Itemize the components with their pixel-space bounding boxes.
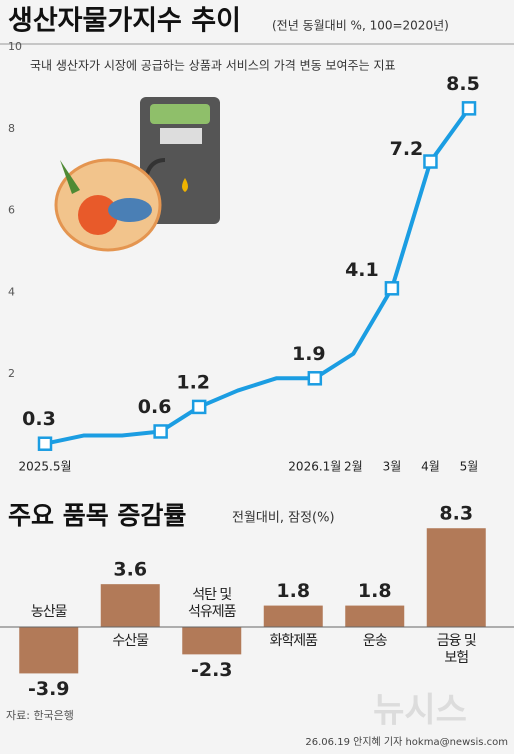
y-tick-label: 8 (8, 122, 15, 135)
category-label: 화학제품 (269, 633, 318, 649)
value-label: 0.3 (22, 408, 56, 430)
bar (100, 584, 160, 627)
illustration (54, 97, 220, 252)
y-tick-label: 6 (8, 204, 15, 217)
value-label: 8.3 (439, 503, 473, 525)
value-label: 1.9 (292, 343, 326, 365)
source: 자료: 한국은행 (6, 709, 74, 722)
category-label: 수산물 (112, 633, 149, 649)
marker (423, 154, 438, 169)
value-label: 1.2 (176, 371, 210, 393)
x-tick-label: 2025.5월 (18, 460, 71, 474)
y-tick-label: 4 (8, 285, 15, 298)
category-label: 운송 (362, 633, 388, 649)
x-tick-label: 4월 (421, 460, 440, 474)
x-tick-label: 2026.1월 (288, 460, 341, 474)
value-label: -2.3 (191, 659, 233, 681)
bar (182, 627, 242, 655)
bar (426, 528, 486, 627)
credit: 26.06.19 안지혜 기자 hokma@newsis.com (305, 736, 508, 748)
chart-note: 국내 생산자가 시장에 공급하는 상품과 서비스의 가격 변동 보여주는 지표 (30, 59, 396, 73)
value-label: 8.5 (446, 73, 480, 95)
marker (37, 436, 53, 451)
value-label: 0.6 (138, 396, 172, 418)
value-label: 1.8 (276, 580, 310, 602)
y-tick-label: 2 (8, 367, 15, 380)
category-label: 농산물 (30, 604, 68, 620)
value-label: 1.8 (358, 580, 392, 602)
line (44, 107, 471, 446)
y-tick-label: 10 (8, 40, 22, 53)
chart-subtitle: 전월대비, 잠정(%) (232, 511, 335, 526)
value-label: 7.2 (390, 138, 424, 160)
value-label: -3.9 (28, 678, 70, 700)
marker (461, 101, 477, 116)
bar (19, 627, 79, 674)
marker (384, 281, 400, 296)
x-tick-label: 2월 (344, 460, 363, 474)
watermark: 뉴시스 (373, 691, 467, 731)
marker (307, 371, 323, 386)
marker (153, 424, 168, 439)
bar (345, 605, 405, 627)
bar (263, 605, 323, 627)
category-label: 금융 및 보험 (436, 633, 477, 666)
category-label: 석탄 및 석유제품 (187, 587, 237, 620)
chart-title: 생산자물가지수 추이 (8, 6, 241, 37)
chart-title: 주요 품목 증감률 (8, 501, 186, 530)
value-label: 4.1 (345, 259, 379, 281)
x-tick-label: 3월 (383, 460, 402, 474)
value-label: 3.6 (113, 559, 147, 581)
marker (191, 399, 207, 415)
chart-subtitle: (전년 동월대비 %, 100=2020년) (272, 19, 449, 33)
x-tick-label: 5월 (460, 460, 479, 474)
